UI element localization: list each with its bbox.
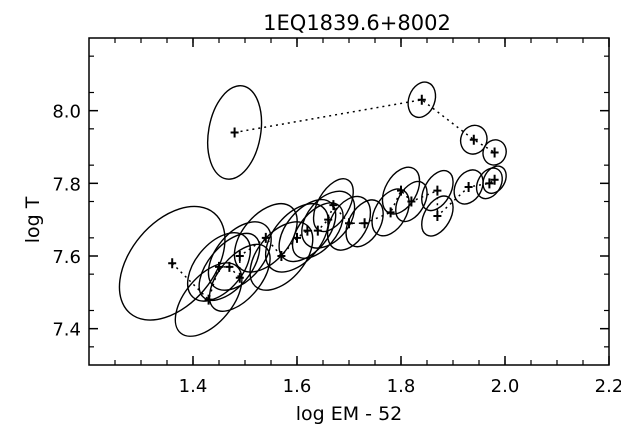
- confidence-ellipse: [208, 243, 271, 312]
- x-tick-label: 1.4: [179, 376, 208, 397]
- data-point: [168, 258, 177, 269]
- data-point: [407, 196, 416, 207]
- x-tick-label: 2.0: [491, 376, 520, 397]
- confidence-ellipse: [421, 195, 454, 237]
- confidence-ellipse: [118, 205, 226, 321]
- data-point: [417, 94, 426, 105]
- confidence-ellipse: [453, 169, 484, 205]
- data-point: [215, 261, 223, 272]
- chart-title: 1EQ1839.6+8002: [263, 11, 451, 35]
- y-tick-label: 8.0: [52, 102, 81, 123]
- confidence-ellipse: [301, 190, 356, 249]
- data-point: [303, 225, 312, 236]
- data-point: [329, 200, 338, 211]
- data-point: [345, 218, 353, 229]
- series-1: [207, 81, 507, 180]
- data-point: [230, 127, 239, 138]
- y-axis: 7.4 7.6 7.8 8.0: [52, 55, 609, 348]
- data-point: [261, 232, 270, 243]
- plot-frame: [88, 37, 610, 366]
- data-point: [277, 251, 286, 261]
- data-point: [469, 134, 478, 145]
- confidence-ellipse: [207, 85, 263, 180]
- confidence-ellipse: [407, 81, 437, 119]
- confidence-ellipse: [249, 221, 314, 291]
- data-point: [324, 214, 333, 225]
- data-point: [490, 147, 499, 158]
- series-line: [171, 179, 496, 302]
- data-point: [225, 261, 234, 272]
- y-tick-label: 7.6: [52, 247, 81, 268]
- confidence-ellipse: [475, 167, 503, 200]
- data-point: [490, 174, 499, 185]
- confidence-ellipse: [174, 262, 243, 337]
- data-point: [433, 185, 442, 196]
- data-point: [386, 207, 395, 218]
- confidence-ellipse: [345, 199, 384, 248]
- y-tick-label: 7.4: [52, 320, 81, 341]
- data-point: [293, 232, 301, 243]
- series-line: [234, 98, 495, 154]
- data-point: [433, 211, 442, 222]
- data-point: [313, 225, 322, 236]
- data-point: [235, 272, 244, 283]
- x-tick-label: 2.2: [595, 376, 621, 397]
- confidence-ellipse: [482, 139, 507, 166]
- x-tick-label: 1.6: [283, 376, 312, 397]
- x-axis-label: log EM - 52: [296, 403, 403, 425]
- confidence-ellipse: [326, 195, 372, 251]
- confidence-ellipse: [186, 232, 252, 302]
- plot-content: [118, 81, 507, 337]
- series-2: [118, 165, 507, 337]
- data-point: [360, 218, 369, 229]
- data-point: [235, 251, 244, 261]
- x-axis: 1.4 1.6 1.8 2.0 2.2: [114, 38, 621, 397]
- data-point: [397, 185, 405, 196]
- x-tick-label: 1.8: [387, 376, 416, 397]
- data-point: [485, 178, 494, 189]
- data-point: [464, 181, 473, 192]
- y-axis-label: log T: [22, 196, 44, 243]
- data-point: [204, 294, 213, 305]
- confidence-ellipse: [482, 165, 507, 195]
- y-tick-label: 7.8: [52, 174, 81, 195]
